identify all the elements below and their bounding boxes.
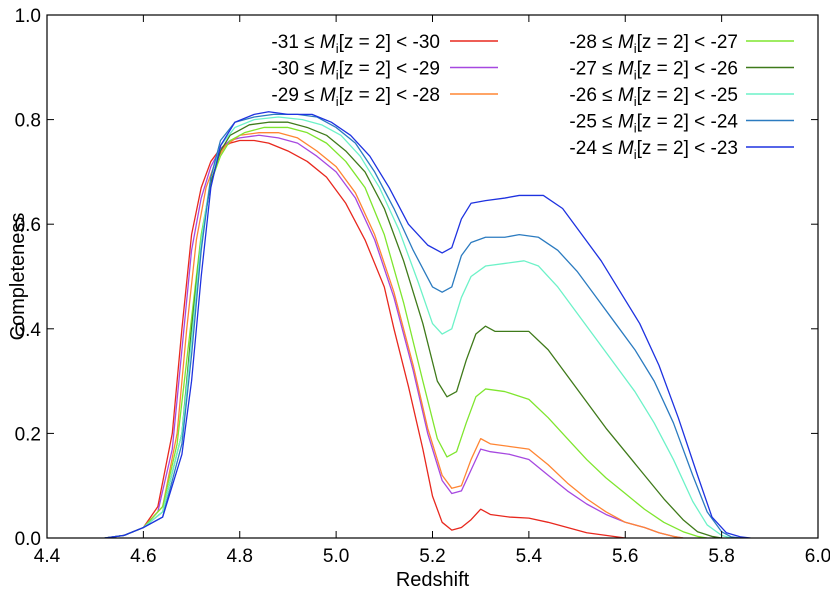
x-tick-label: 4.6 (130, 546, 156, 567)
legend-label: -24 ≤ Mi[z = 2] < -23 (569, 138, 738, 162)
legend-entry-8: -24 ≤ Mi[z = 2] < -23 (569, 138, 794, 162)
x-tick-label: 4.4 (34, 546, 61, 567)
series-line-6 (104, 116, 732, 538)
x-tick-label: 5.0 (323, 546, 349, 567)
legend-label: -30 ≤ Mi[z = 2] < -29 (271, 59, 440, 83)
series-line-5 (104, 121, 722, 538)
x-tick-label: 5.2 (419, 546, 445, 567)
ticks-layer: 4.4 4.6 4.8 5.0 5.2 5.4 5.6 5.8 6.0 0.0 0.2 0.4 0.6 0… (15, 6, 830, 567)
legend-label: -29 ≤ Mi[z = 2] < -28 (271, 85, 440, 109)
y-tick-label: 0.4 (15, 320, 42, 341)
legend-label: -28 ≤ Mi[z = 2] < -27 (569, 32, 738, 56)
x-axis-label: Redshift (396, 569, 470, 591)
y-tick-label: 0.2 (15, 424, 41, 445)
series-layer (104, 111, 751, 538)
series-line-1 (104, 139, 626, 538)
legend: -31 ≤ Mi[z = 2] < -30 -30 ≤ Mi[z = 2] < -… (271, 32, 794, 162)
y-tick-label: 0.6 (15, 215, 41, 236)
series-line-2 (104, 134, 684, 538)
legend-label: -27 ≤ Mi[z = 2] < -26 (569, 59, 738, 83)
legend-label: -25 ≤ Mi[z = 2] < -24 (569, 112, 738, 136)
legend-entry-5: -27 ≤ Mi[z = 2] < -26 (569, 59, 794, 83)
legend-entry-6: -26 ≤ Mi[z = 2] < -25 (569, 85, 794, 109)
y-tick-label: 0.0 (15, 529, 41, 550)
x-tick-label: 5.4 (516, 546, 543, 567)
series-line-3 (104, 132, 684, 538)
y-tick-label: 1.0 (15, 6, 41, 27)
series-line-8 (104, 111, 751, 538)
x-tick-label: 5.8 (708, 546, 734, 567)
legend-entry-1: -31 ≤ Mi[z = 2] < -30 (271, 32, 498, 56)
y-tick-label: 0.8 (15, 111, 41, 132)
series-line-7 (104, 113, 741, 538)
legend-label: -26 ≤ Mi[z = 2] < -25 (569, 85, 738, 109)
legend-entry-3: -29 ≤ Mi[z = 2] < -28 (271, 85, 498, 109)
x-tick-label: 4.8 (227, 546, 253, 567)
x-tick-label: 5.6 (612, 546, 638, 567)
legend-entry-7: -25 ≤ Mi[z = 2] < -24 (569, 112, 794, 136)
x-tick-label: 6.0 (805, 546, 830, 567)
legend-label: -31 ≤ Mi[z = 2] < -30 (271, 32, 440, 56)
legend-entry-4: -28 ≤ Mi[z = 2] < -27 (569, 32, 794, 56)
y-axis-label: Completeness (7, 213, 29, 341)
series-line-4 (104, 126, 708, 538)
legend-entry-2: -30 ≤ Mi[z = 2] < -29 (271, 59, 498, 83)
